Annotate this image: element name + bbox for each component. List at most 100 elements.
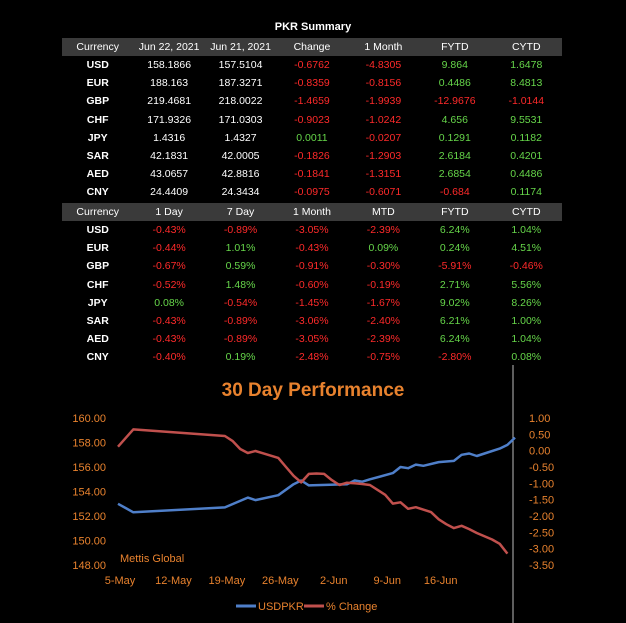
value-cell: -3.05%	[295, 224, 329, 237]
value-cell: -2.40%	[366, 315, 401, 328]
column-header: CYTD	[490, 203, 562, 221]
value-cell: -2.80%	[438, 351, 472, 364]
value-cell: -0.60%	[295, 278, 329, 291]
value-cell: -1.45%	[295, 296, 329, 309]
table-row: SAR 42.1831 42.0005 -0.1826 -1.2903 2.6184 0.4…	[62, 147, 562, 165]
value-cell: -0.54%	[223, 296, 258, 309]
currency-cell: JPY	[87, 131, 108, 144]
column-header: 1 Month	[276, 203, 348, 221]
value-cell: 1.01%	[225, 242, 256, 255]
column-header: MTD	[347, 203, 420, 221]
value-cell: -0.91%	[295, 260, 329, 273]
value-cell: 4.51%	[511, 242, 542, 255]
value-cell: -0.44%	[152, 242, 186, 255]
left-axis-tick-label: 160.00	[72, 413, 106, 425]
value-cell: -1.3151	[365, 168, 402, 181]
chart-background	[62, 365, 562, 623]
right-axis-tick-label: -0.50	[529, 462, 554, 474]
value-cell: 8.4813	[510, 77, 543, 90]
legend-label: % Change	[326, 601, 377, 613]
right-axis-tick-label: -2.00	[529, 511, 554, 523]
column-header: Currency	[62, 38, 134, 56]
value-cell: 9.5531	[510, 113, 543, 126]
value-cell: 0.1182	[510, 131, 542, 144]
value-cell: 9.864	[441, 59, 468, 72]
value-cell: -2.48%	[295, 351, 329, 364]
column-header: 7 Day	[204, 203, 277, 221]
value-cell: 1.4327	[224, 131, 257, 144]
value-cell: 1.00%	[511, 315, 542, 328]
value-cell: -0.89%	[223, 315, 258, 328]
table-row: EUR 188.163 187.3271 -0.8359 -0.8156 0.4486 8.…	[62, 74, 562, 92]
performance-chart: 30 Day Performance 148.00 150.00 152.00 154.…	[62, 365, 562, 623]
currency-cell: EUR	[86, 77, 109, 90]
currency-cell: EUR	[86, 242, 109, 255]
value-cell: -1.0242	[365, 113, 402, 126]
currency-cell: SAR	[86, 315, 109, 328]
currency-cell: SAR	[86, 150, 109, 163]
value-cell: 0.1291	[438, 131, 471, 144]
value-cell: 0.4486	[510, 168, 543, 181]
value-cell: -0.46%	[509, 260, 543, 273]
performance-table: Currency 1 Day 7 Day 1 Month MTD FYTD CYTD USD…	[62, 203, 562, 367]
column-header: Change	[276, 38, 348, 56]
value-cell: 42.1831	[150, 150, 189, 163]
watermark: Mettis Global	[120, 553, 184, 565]
value-cell: -5.91%	[438, 260, 472, 273]
value-cell: 24.3434	[221, 186, 260, 199]
value-cell: -0.43%	[152, 224, 186, 237]
value-cell: -1.4659	[294, 95, 330, 108]
value-cell: 1.48%	[225, 278, 256, 291]
value-cell: 0.59%	[225, 260, 256, 273]
value-cell: -0.75%	[366, 351, 401, 364]
value-cell: -2.39%	[366, 333, 401, 346]
value-cell: 0.09%	[368, 242, 399, 255]
value-cell: 219.4681	[147, 95, 192, 108]
rates-table: Currency Jun 22, 2021 Jun 21, 2021 Change 1 …	[62, 38, 562, 202]
currency-cell: GBP	[86, 95, 110, 108]
table-row: SAR -0.43% -0.89% -3.06% -2.40% 6.21% 1.00%	[62, 312, 562, 330]
value-cell: 188.163	[150, 77, 189, 90]
table-row: USD -0.43% -0.89% -3.05% -2.39% 6.24% 1.04%	[62, 221, 562, 239]
value-cell: 1.4316	[153, 131, 186, 144]
left-axis-tick-label: 156.00	[72, 462, 106, 474]
value-cell: 218.0022	[218, 95, 263, 108]
value-cell: 6.21%	[439, 315, 470, 328]
right-axis-tick-label: -2.50	[529, 527, 554, 539]
value-cell: -0.9023	[294, 113, 330, 126]
currency-cell: AED	[86, 168, 109, 181]
value-cell: -0.6762	[294, 59, 330, 72]
value-cell: -1.9939	[365, 95, 402, 108]
table-row: GBP -0.67% 0.59% -0.91% -0.30% -5.91% -0.46%	[62, 257, 562, 275]
table-row: AED 43.0657 42.8816 -0.1841 -1.3151 2.6854 0.4…	[62, 165, 562, 183]
x-axis-tick-label: 16-Jun	[424, 575, 458, 587]
value-cell: 1.6478	[510, 59, 543, 72]
x-axis-tick-label: 26-May	[262, 575, 299, 587]
value-cell: -0.6071	[365, 186, 402, 199]
column-header: Jun 21, 2021	[204, 38, 277, 56]
table-row: JPY 1.4316 1.4327 0.0011 -0.0207 0.1291 0.1182	[62, 129, 562, 147]
column-header: FYTD	[419, 203, 491, 221]
column-header: 1 Day	[133, 203, 205, 221]
value-cell: -0.19%	[366, 278, 401, 291]
currency-cell: JPY	[87, 296, 108, 309]
value-cell: 158.1866	[147, 59, 192, 72]
value-cell: -2.39%	[366, 224, 401, 237]
value-cell: 8.26%	[511, 296, 542, 309]
value-cell: 171.0303	[218, 113, 263, 126]
value-cell: -0.89%	[223, 224, 258, 237]
left-axis-tick-label: 150.00	[72, 536, 106, 548]
right-axis-tick-label: 1.00	[529, 413, 550, 425]
value-cell: 4.656	[441, 113, 468, 126]
left-axis-tick-label: 158.00	[72, 438, 106, 450]
currency-cell: USD	[86, 224, 109, 237]
table-row: CNY 24.4409 24.3434 -0.0975 -0.6071 -0.684 0.1…	[62, 183, 562, 201]
value-cell: 2.6184	[438, 150, 471, 163]
value-cell: -0.8359	[294, 77, 330, 90]
table-row: CNY -0.40% 0.19% -2.48% -0.75% -2.80% 0.08%	[62, 348, 562, 366]
right-axis-tick-label: 0.00	[529, 446, 550, 458]
value-cell: 42.8816	[221, 168, 260, 181]
value-cell: -0.67%	[152, 260, 186, 273]
value-cell: -4.8305	[365, 59, 402, 72]
value-cell: 0.4201	[510, 150, 543, 163]
